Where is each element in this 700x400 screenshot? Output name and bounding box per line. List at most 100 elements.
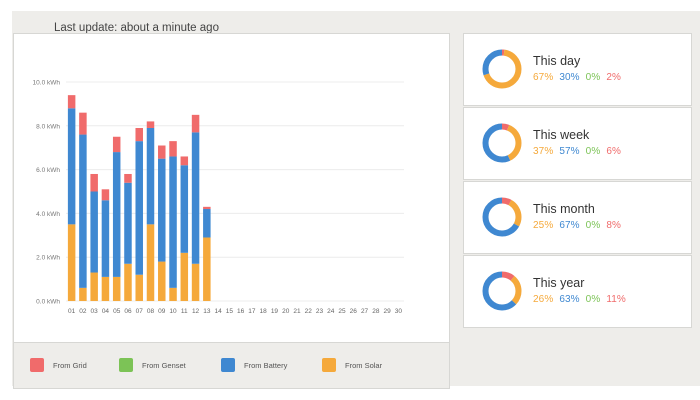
donut-segment-battery: [482, 49, 522, 89]
donut-chart: [482, 197, 522, 237]
bar-segment-grid: [169, 141, 177, 157]
donut-segment-solar: [482, 271, 522, 311]
battery-percent: 30%: [559, 72, 580, 83]
bar-segment-solar: [79, 287, 87, 301]
genset-percent: 0%: [585, 72, 601, 83]
stat-card-year[interactable]: This year 26% 63% 0% 11%: [463, 255, 692, 328]
bar-segment-solar: [191, 263, 200, 301]
x-tick-label: 11: [181, 308, 188, 315]
genset-percent: 0%: [585, 294, 601, 305]
y-tick-label: 8.0 kWh: [36, 123, 60, 130]
bar-segment-battery: [90, 191, 98, 273]
legend-label: From Genset: [142, 360, 186, 370]
grid-percent: 11%: [606, 294, 626, 305]
last-update-text: Last update: about a minute ago: [54, 22, 219, 34]
bar-segment-grid: [112, 136, 121, 153]
x-tick-label: 10: [169, 308, 177, 315]
x-tick-label: 27: [361, 308, 369, 315]
energy-chart-card: 0.0 kWh 2.0 kWh 4.0 kWh 6.0 kWh 8.0 kWh 10.0 …: [13, 33, 450, 389]
legend-item-battery[interactable]: From Battery: [221, 357, 287, 373]
x-tick-label: 28: [372, 308, 380, 315]
x-tick-label: 13: [203, 308, 211, 315]
battery-swatch: [221, 358, 235, 372]
bar-segment-battery: [146, 127, 155, 225]
bar-segment-battery: [112, 152, 121, 277]
x-tick-label: 17: [248, 308, 256, 315]
bar-segment-battery: [180, 165, 189, 253]
solar-swatch: [322, 358, 336, 372]
x-tick-label: 08: [147, 308, 155, 315]
legend-label: From Battery: [244, 360, 288, 370]
bar-segment-grid: [191, 114, 200, 133]
x-tick-label: 26: [350, 308, 358, 315]
grid-percent: 8%: [606, 220, 621, 231]
bar-segment-battery: [191, 132, 200, 264]
bar-segment-solar: [67, 224, 76, 301]
bar-segment-battery: [135, 141, 143, 275]
grid-percent: 2%: [606, 72, 621, 83]
donut-chart: [482, 123, 522, 163]
y-tick-label: 10.0 kWh: [33, 80, 61, 87]
donut-segment-battery: [482, 271, 522, 311]
x-tick-label: 24: [327, 308, 335, 315]
x-tick-label: 23: [316, 308, 324, 315]
legend-item-genset[interactable]: From Genset: [119, 357, 186, 373]
bar-segment-battery: [79, 134, 87, 288]
stat-percentages: 67% 30% 0% 2%: [533, 72, 627, 83]
bar-segment-battery: [67, 108, 76, 225]
bar-segment-battery: [169, 156, 177, 288]
donut-segment-battery: [482, 123, 522, 163]
x-tick-label: 18: [260, 308, 268, 315]
bar-segment-grid: [124, 173, 132, 183]
legend-item-grid[interactable]: From Grid: [30, 357, 87, 373]
stat-title: This week: [533, 128, 590, 142]
bar-segment-grid: [203, 206, 211, 210]
x-tick-label: 01: [68, 308, 76, 315]
stat-title: This day: [533, 54, 581, 68]
donut-segment-solar: [482, 49, 522, 89]
stat-percentages: 25% 67% 0% 8%: [533, 220, 627, 231]
legend-item-solar[interactable]: From Solar: [322, 357, 382, 373]
bar-segment-solar: [180, 252, 189, 301]
grid-percent: 6%: [606, 146, 621, 157]
x-tick-label: 03: [91, 308, 99, 315]
grid-swatch: [30, 358, 44, 372]
donut-segment-solar: [482, 197, 522, 237]
bar-segment-solar: [90, 272, 98, 301]
bar-segment-battery: [124, 182, 132, 264]
stat-card-week[interactable]: This week 37% 57% 0% 6%: [463, 107, 692, 180]
x-tick-label: 09: [158, 308, 166, 315]
x-tick-label: 05: [113, 308, 121, 315]
x-tick-label: 22: [305, 308, 313, 315]
bar-segment-grid: [135, 127, 143, 142]
bar-segment-grid: [79, 112, 87, 135]
stat-card-day[interactable]: This day 67% 30% 0% 2%: [463, 33, 692, 106]
genset-percent: 0%: [585, 220, 601, 231]
x-tick-label: 21: [293, 308, 301, 315]
x-tick-label: 14: [214, 308, 222, 315]
bar-segment-solar: [203, 237, 211, 301]
bar-segment-solar: [158, 261, 166, 301]
x-tick-label: 20: [282, 308, 290, 315]
bar-segment-grid: [158, 145, 166, 159]
solar-percent: 67%: [533, 72, 554, 83]
x-tick-label: 06: [124, 308, 132, 315]
stat-card-month[interactable]: This month 25% 67% 0% 8%: [463, 181, 692, 254]
legend-label: From Grid: [53, 360, 87, 370]
x-tick-label: 29: [383, 308, 391, 315]
bar-segment-solar: [124, 263, 132, 301]
donut-chart: [482, 49, 522, 89]
chart-legend: From Grid From Genset From Battery From …: [14, 342, 449, 388]
bar-segment-grid: [101, 189, 110, 201]
y-tick-label: 2.0 kWh: [36, 255, 60, 262]
x-tick-label: 19: [271, 308, 279, 315]
bar-segment-solar: [112, 276, 121, 301]
stat-percentages: 37% 57% 0% 6%: [533, 146, 627, 157]
donut-segment-solar: [482, 123, 522, 163]
genset-swatch: [119, 358, 133, 372]
legend-label: From Solar: [345, 360, 383, 370]
bar-segment-battery: [203, 209, 211, 238]
stat-title: This month: [533, 202, 595, 216]
summary-stats: This day 67% 30% 0% 2% This week 37% 57% 0% 6%…: [463, 33, 692, 328]
bar-segment-solar: [146, 224, 155, 301]
